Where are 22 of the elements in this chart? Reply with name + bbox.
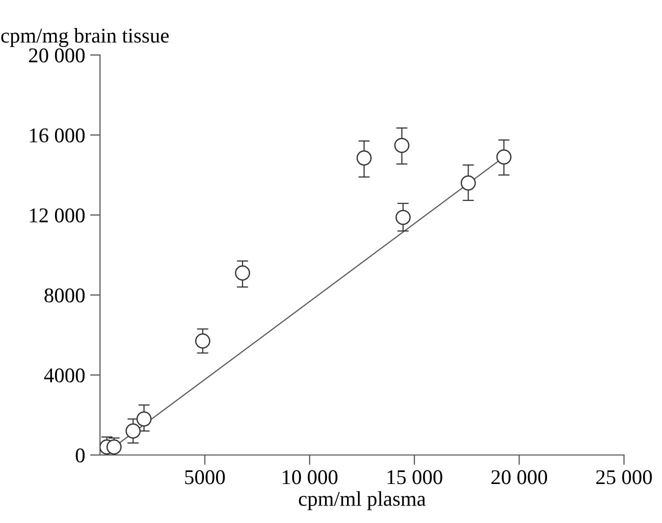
y-tick-label: 16 000 xyxy=(30,128,85,142)
x-tick-label: 10 000 xyxy=(282,470,338,484)
x-tick-label: 15 000 xyxy=(388,470,442,484)
y-tick-label: 0 xyxy=(76,448,85,462)
x-axis-title: cpm/ml plasma xyxy=(298,491,426,510)
point xyxy=(126,423,141,439)
point xyxy=(394,138,410,153)
x-tick-label: 5000 xyxy=(185,470,225,484)
x-tick-label: 25 000 xyxy=(596,470,652,484)
point xyxy=(356,150,372,166)
point xyxy=(460,175,476,191)
point xyxy=(496,149,512,165)
x-tick-label: 20 000 xyxy=(491,470,548,484)
y-tick-label: 4000 xyxy=(44,368,85,382)
y-tick-label: 20 000 xyxy=(29,48,85,62)
point xyxy=(396,210,411,225)
point xyxy=(136,411,152,427)
point xyxy=(195,333,210,349)
point xyxy=(234,265,250,281)
y-tick-label: 8000 xyxy=(44,288,85,302)
y-axis-title: cpm/mg brain tissue xyxy=(1,28,169,47)
y-tick-label: 12 000 xyxy=(30,208,85,222)
